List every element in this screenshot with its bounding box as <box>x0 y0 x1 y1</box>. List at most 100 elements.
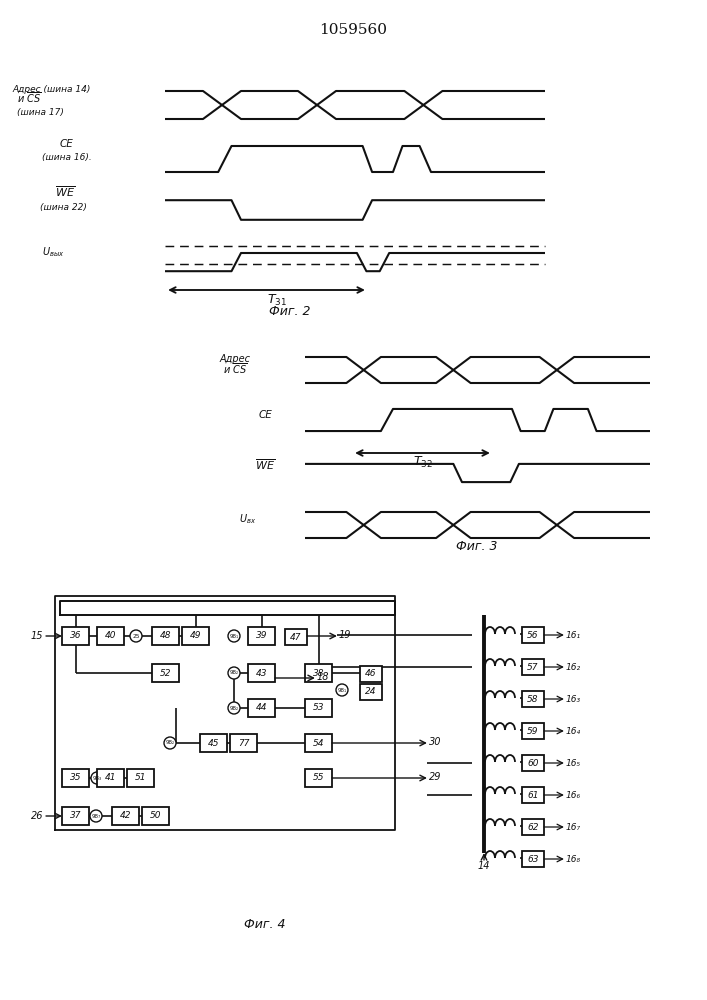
Text: 1059560: 1059560 <box>319 23 387 37</box>
Bar <box>522 691 544 707</box>
Text: $\overline{WE}$: $\overline{WE}$ <box>55 184 75 199</box>
Bar <box>248 699 275 717</box>
Text: 77: 77 <box>238 738 250 748</box>
Text: 29: 29 <box>429 772 441 782</box>
Bar <box>360 666 382 682</box>
Text: 25: 25 <box>132 634 140 639</box>
Bar <box>305 664 332 682</box>
Text: 57: 57 <box>527 662 539 672</box>
Circle shape <box>164 737 176 749</box>
Text: 18: 18 <box>317 672 329 682</box>
Text: (шина 17): (шина 17) <box>17 108 64 117</box>
Text: 38: 38 <box>312 668 325 678</box>
Bar <box>522 659 544 675</box>
Text: 16₈: 16₈ <box>566 854 581 863</box>
Text: (шина 22): (шина 22) <box>40 203 87 212</box>
Text: 49: 49 <box>189 632 201 641</box>
Text: 16₅: 16₅ <box>566 758 581 768</box>
Bar <box>522 723 544 739</box>
Text: 63: 63 <box>527 854 539 863</box>
Text: 30: 30 <box>429 737 441 747</box>
Bar <box>285 629 307 645</box>
Text: 37: 37 <box>70 812 81 820</box>
Text: 50: 50 <box>150 812 161 820</box>
Text: CE: CE <box>60 139 74 149</box>
Text: 58: 58 <box>527 694 539 704</box>
Bar <box>305 769 332 787</box>
Bar <box>248 664 275 682</box>
Bar <box>62 807 89 825</box>
Text: 41: 41 <box>105 774 116 782</box>
Text: 42: 42 <box>119 812 132 820</box>
Circle shape <box>228 667 240 679</box>
Bar <box>522 755 544 771</box>
Text: $T_{31}$: $T_{31}$ <box>267 293 286 308</box>
Bar <box>152 664 179 682</box>
Text: 59: 59 <box>527 726 539 736</box>
Circle shape <box>90 810 102 822</box>
Circle shape <box>130 630 142 642</box>
Text: 98₂: 98₂ <box>230 670 238 676</box>
Text: 36: 36 <box>70 632 81 641</box>
Text: 98₁: 98₁ <box>337 688 346 692</box>
Text: $\overline{WE}$: $\overline{WE}$ <box>255 457 275 472</box>
Bar <box>522 851 544 867</box>
Text: $T_{32}$: $T_{32}$ <box>413 455 433 470</box>
Text: и $\overline{CS}$: и $\overline{CS}$ <box>223 361 247 376</box>
Text: $U_{вх}$: $U_{вх}$ <box>240 512 257 526</box>
Text: 39: 39 <box>256 632 267 641</box>
Text: 98₂: 98₂ <box>230 706 238 710</box>
Text: 55: 55 <box>312 774 325 782</box>
Text: 44: 44 <box>256 704 267 712</box>
Text: 15: 15 <box>30 631 43 641</box>
Text: 16₃: 16₃ <box>566 694 581 704</box>
Circle shape <box>228 702 240 714</box>
Text: 43: 43 <box>256 668 267 678</box>
Bar <box>200 734 227 752</box>
Text: 16₆: 16₆ <box>566 790 581 800</box>
Circle shape <box>228 630 240 642</box>
Text: 60: 60 <box>527 758 539 768</box>
Text: Фиг. 3: Фиг. 3 <box>456 540 498 553</box>
Text: 61: 61 <box>527 790 539 800</box>
Bar <box>305 734 332 752</box>
Bar <box>522 627 544 643</box>
Bar <box>522 787 544 803</box>
Text: 16₄: 16₄ <box>566 726 581 736</box>
Text: CE: CE <box>258 410 272 420</box>
Text: 98₃: 98₃ <box>93 776 102 780</box>
Bar <box>112 807 139 825</box>
Bar <box>305 699 332 717</box>
Text: 45: 45 <box>208 738 219 748</box>
Text: Адрес: Адрес <box>219 354 250 364</box>
Text: 47: 47 <box>291 633 302 642</box>
Text: 40: 40 <box>105 632 116 641</box>
Circle shape <box>91 772 103 784</box>
Text: 62: 62 <box>527 822 539 832</box>
Bar <box>152 627 179 645</box>
Text: (шина 16).: (шина 16). <box>42 153 92 162</box>
Text: 19: 19 <box>339 630 351 640</box>
Text: 54: 54 <box>312 738 325 748</box>
Text: Адрес (шина 14): Адрес (шина 14) <box>12 85 90 94</box>
Bar <box>522 819 544 835</box>
Bar <box>62 627 89 645</box>
Bar <box>97 769 124 787</box>
Text: 24: 24 <box>366 688 377 696</box>
Bar <box>62 769 89 787</box>
Text: Фиг. 4: Фиг. 4 <box>244 918 286 931</box>
Text: 98₁: 98₁ <box>230 634 238 639</box>
Text: 16₁: 16₁ <box>566 631 581 640</box>
Text: 16₂: 16₂ <box>566 662 581 672</box>
Text: 48: 48 <box>160 632 171 641</box>
Text: 14: 14 <box>478 861 490 871</box>
Text: 56: 56 <box>527 631 539 640</box>
Text: 98₇: 98₇ <box>91 814 100 818</box>
Bar <box>248 627 275 645</box>
Text: Фиг. 2: Фиг. 2 <box>269 305 311 318</box>
Bar <box>127 769 154 787</box>
Bar <box>230 734 257 752</box>
Bar <box>97 627 124 645</box>
Text: 52: 52 <box>160 668 171 678</box>
Text: 26: 26 <box>30 811 43 821</box>
